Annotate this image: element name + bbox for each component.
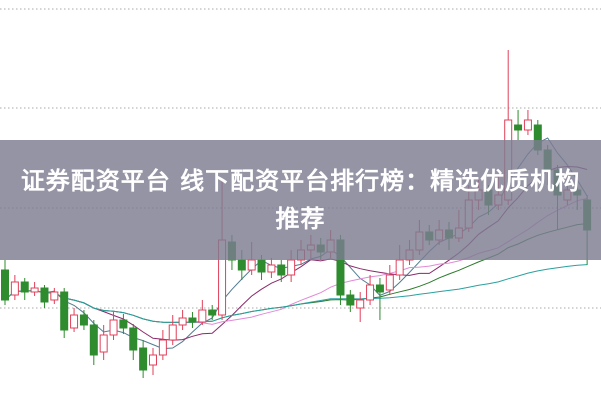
candle-up xyxy=(366,284,375,301)
ma60-line xyxy=(4,264,588,323)
candle-down xyxy=(375,284,384,293)
candle-down xyxy=(237,259,246,271)
candle-up xyxy=(149,354,157,366)
candle-down xyxy=(1,269,9,301)
candle-up xyxy=(178,317,187,326)
candle-up xyxy=(198,309,207,323)
candle-down xyxy=(188,317,197,323)
candle-up xyxy=(287,259,296,276)
candle-up xyxy=(523,119,532,131)
candle-up xyxy=(99,334,108,353)
candle-up xyxy=(70,314,79,329)
candle-up xyxy=(395,259,404,276)
candle-down xyxy=(60,291,69,331)
candle-down xyxy=(208,309,217,316)
candle-down xyxy=(257,259,266,273)
candle-down xyxy=(89,324,98,356)
candle-up xyxy=(385,274,394,291)
candle-down xyxy=(119,319,128,329)
candle-down xyxy=(514,124,523,131)
candle-down xyxy=(79,314,88,326)
title-banner: 证券配资平台 线下配资平台排行榜：精选优质机构推荐 xyxy=(0,140,601,260)
candle-up xyxy=(356,299,365,309)
candle-down xyxy=(40,287,49,303)
candle-up xyxy=(168,324,177,341)
candle-down xyxy=(139,347,148,371)
candle-up xyxy=(30,287,39,293)
candle-down xyxy=(129,327,138,351)
article-title: 证券配资平台 线下配资平台排行榜：精选优质机构推荐 xyxy=(20,167,581,233)
candle-up xyxy=(158,339,167,356)
candle-up xyxy=(50,291,59,301)
candle-down xyxy=(277,264,286,276)
candle-down xyxy=(20,281,29,293)
candle-up xyxy=(267,264,276,273)
candle-down xyxy=(346,294,355,306)
candle-up xyxy=(247,259,256,271)
candle-up xyxy=(109,319,118,336)
candle-up xyxy=(10,281,19,296)
